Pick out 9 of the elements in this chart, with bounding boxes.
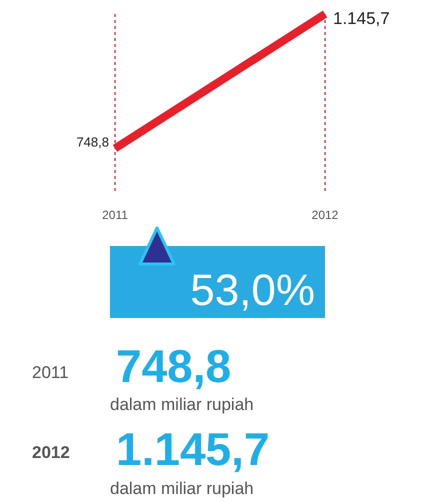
text: 748,8 <box>116 340 232 392</box>
data-label: 748,8 <box>76 134 109 150</box>
text: 53,0% <box>190 266 315 315</box>
text: 2011 <box>32 363 69 382</box>
text: 2012 <box>32 443 70 462</box>
data-label: 1.145,7 <box>333 9 390 28</box>
text: dalam miliar rupiah <box>110 395 254 414</box>
text: dalam miliar rupiah <box>110 479 254 498</box>
text: 1.145,7 <box>116 423 270 475</box>
